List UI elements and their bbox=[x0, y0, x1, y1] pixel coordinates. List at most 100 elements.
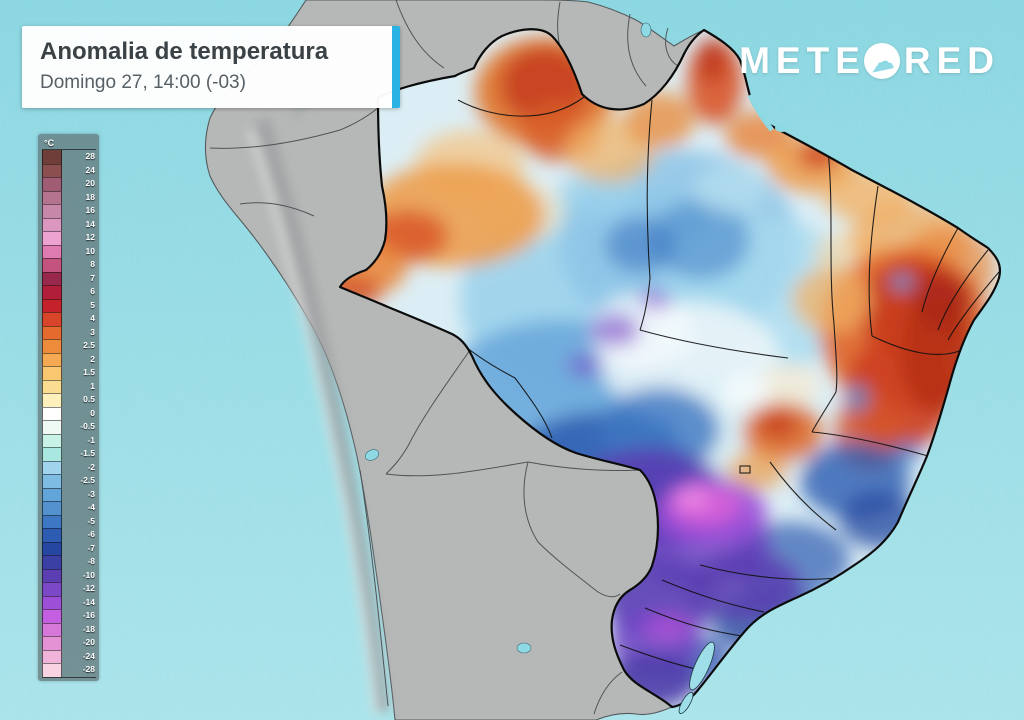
legend-swatch bbox=[42, 204, 62, 218]
legend-value: -4 bbox=[87, 502, 95, 512]
legend-entry: 14 bbox=[42, 217, 96, 231]
legend-value: -28 bbox=[82, 664, 95, 674]
legend-entry: 12 bbox=[42, 231, 96, 245]
legend-entry: -28 bbox=[42, 663, 96, 677]
legend-value: 5 bbox=[90, 299, 95, 310]
logo-text-left: METE bbox=[739, 40, 866, 81]
legend-entry: 6 bbox=[42, 285, 96, 299]
legend-swatch bbox=[42, 582, 62, 596]
legend-entry: -18 bbox=[42, 622, 96, 636]
brazil-border bbox=[338, 28, 1002, 709]
legend-entry: 5 bbox=[42, 298, 96, 312]
meteored-logo: METE ☁ RED bbox=[739, 40, 1000, 82]
anomaly-blob bbox=[696, 38, 728, 82]
lakes bbox=[365, 22, 789, 714]
legend-value: 1.5 bbox=[83, 367, 95, 377]
anomaly-blob bbox=[695, 165, 765, 215]
legend-value: -2.5 bbox=[80, 475, 95, 485]
legend-value: 18 bbox=[85, 191, 95, 202]
scale-unit-label: °C bbox=[44, 138, 55, 148]
legend-value: 20 bbox=[85, 178, 95, 188]
legend-entry: 10 bbox=[42, 244, 96, 258]
legend-entry: 16 bbox=[42, 204, 96, 218]
anomaly-blob bbox=[650, 200, 750, 280]
legend-value: -8 bbox=[87, 556, 95, 566]
legend-swatch bbox=[42, 298, 62, 312]
legend-swatch bbox=[42, 636, 62, 650]
title-card: Anomalia de temperatura Domingo 27, 14:0… bbox=[22, 26, 400, 108]
legend-value: -10 bbox=[82, 569, 95, 580]
legend-value: 3 bbox=[90, 326, 95, 337]
legend-swatch bbox=[42, 217, 62, 231]
legend-entry: 28 bbox=[42, 150, 96, 164]
legend-swatch bbox=[42, 393, 62, 407]
legend-entry: -4 bbox=[42, 501, 96, 515]
legend-swatch bbox=[42, 663, 62, 677]
anomaly-blob bbox=[848, 384, 868, 412]
legend-entry: -10 bbox=[42, 568, 96, 582]
cloud-icon: ☁ bbox=[868, 46, 896, 77]
anomaly-blob bbox=[690, 552, 800, 618]
legend-value: -20 bbox=[82, 637, 95, 647]
legend-swatch bbox=[42, 460, 62, 474]
legend-value: -1 bbox=[87, 434, 95, 445]
legend-entry: -0.5 bbox=[42, 420, 96, 434]
legend-entry: -24 bbox=[42, 649, 96, 663]
legend-swatch bbox=[42, 433, 62, 447]
anomaly-blob bbox=[590, 313, 640, 347]
map-title: Anomalia de temperatura bbox=[40, 38, 329, 65]
legend-entry: 7 bbox=[42, 271, 96, 285]
legend-swatch bbox=[42, 406, 62, 420]
legend-value: 28 bbox=[85, 151, 95, 161]
map-datetime: Domingo 27, 14:00 (-03) bbox=[40, 71, 246, 93]
anomaly-blob bbox=[674, 488, 710, 508]
legend-value: 12 bbox=[85, 232, 95, 242]
legend-swatch bbox=[42, 352, 62, 366]
legend-swatch bbox=[42, 622, 62, 636]
legend-value: 14 bbox=[85, 218, 95, 229]
legend-swatch bbox=[42, 285, 62, 299]
anomaly-blob bbox=[643, 615, 693, 641]
legend-swatch bbox=[42, 474, 62, 488]
legend-entry: -16 bbox=[42, 609, 96, 623]
legend-value: -7 bbox=[87, 542, 95, 553]
legend-value: 4 bbox=[90, 313, 95, 323]
anomaly-blob bbox=[720, 374, 770, 410]
legend-entry: 2 bbox=[42, 352, 96, 366]
legend-value: -0.5 bbox=[80, 421, 95, 431]
legend-value: 7 bbox=[90, 272, 95, 283]
legend-swatch bbox=[42, 312, 62, 326]
anomaly-blob bbox=[760, 363, 820, 407]
legend-swatch bbox=[42, 514, 62, 528]
legend-entry: -8 bbox=[42, 555, 96, 569]
legend-value: 24 bbox=[85, 164, 95, 175]
legend-entry: 8 bbox=[42, 258, 96, 272]
legend-swatch bbox=[42, 379, 62, 393]
legend-value: 10 bbox=[85, 245, 95, 256]
anomaly-blob bbox=[912, 272, 972, 328]
legend-value: 2 bbox=[90, 353, 95, 364]
legend-entry: 2.5 bbox=[42, 339, 96, 353]
legend-value: -16 bbox=[82, 610, 95, 620]
legend-entry: 4 bbox=[42, 312, 96, 326]
legend-value: 0 bbox=[90, 407, 95, 418]
legend-value: 6 bbox=[90, 286, 95, 296]
anomaly-blob bbox=[890, 274, 914, 290]
legend-value: -18 bbox=[82, 623, 95, 634]
legend-swatch bbox=[42, 366, 62, 380]
legend-swatch bbox=[42, 244, 62, 258]
legend-value: -12 bbox=[82, 583, 95, 593]
legend-value: -6 bbox=[87, 529, 95, 539]
legend-entry: -7 bbox=[42, 541, 96, 555]
legend-entry: -5 bbox=[42, 514, 96, 528]
legend-entry: -1.5 bbox=[42, 447, 96, 461]
anomaly-blob bbox=[727, 450, 787, 490]
anomaly-blob bbox=[605, 217, 675, 273]
anomaly-blob bbox=[758, 410, 798, 440]
legend-swatch bbox=[42, 420, 62, 434]
anomaly-blob bbox=[567, 353, 603, 377]
legend-swatch bbox=[42, 528, 62, 542]
legend-value: 2.5 bbox=[83, 340, 95, 350]
